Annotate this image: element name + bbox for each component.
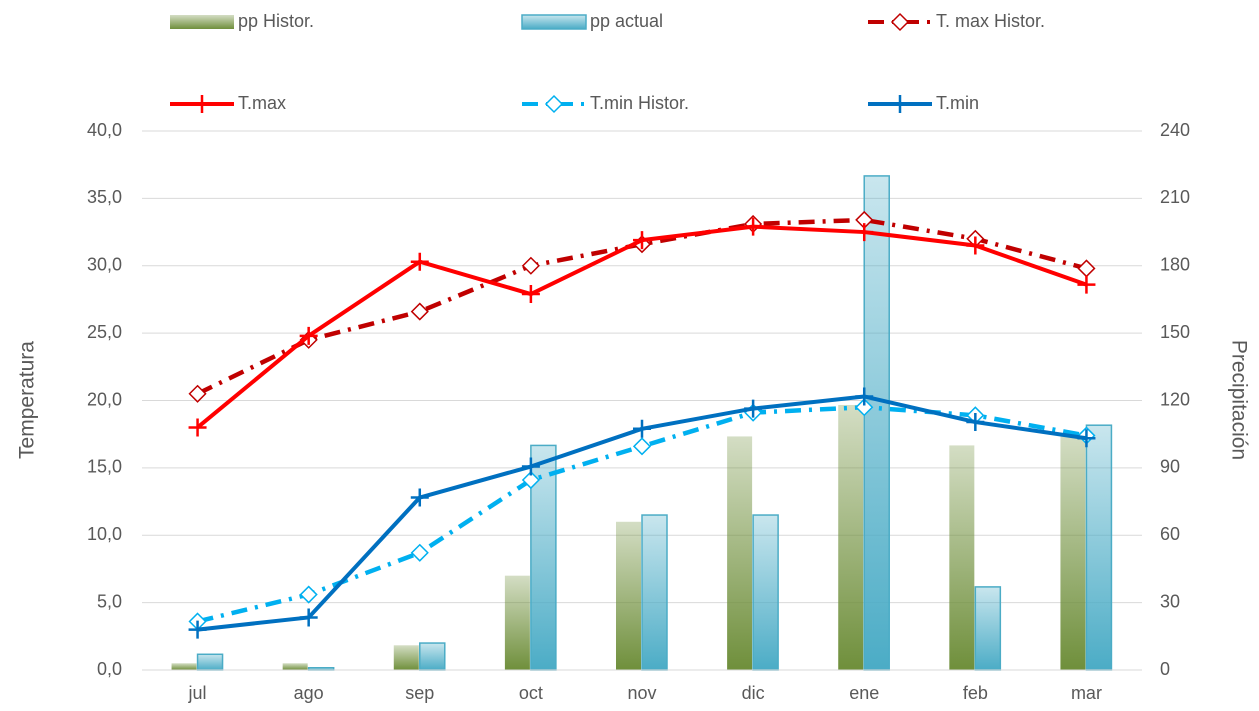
line bbox=[196, 217, 1088, 396]
marker bbox=[1077, 429, 1096, 448]
y-tick-label: 20,0 bbox=[87, 389, 122, 409]
marker bbox=[1077, 259, 1096, 278]
y-tick-label: 35,0 bbox=[87, 187, 122, 207]
marker bbox=[410, 252, 429, 271]
y2-tick-label: 210 bbox=[1160, 187, 1190, 207]
marker bbox=[966, 413, 985, 432]
y-tick-label: 0,0 bbox=[97, 659, 122, 679]
x-tick-label: feb bbox=[963, 683, 988, 703]
bar bbox=[949, 445, 975, 670]
bar bbox=[282, 663, 308, 670]
marker bbox=[966, 236, 985, 255]
bar bbox=[171, 663, 197, 670]
marker bbox=[188, 418, 207, 437]
bar bbox=[974, 586, 1002, 671]
bar bbox=[1060, 434, 1086, 670]
y-tick-label: 15,0 bbox=[87, 457, 122, 477]
marker bbox=[632, 437, 652, 456]
x-tick-label: jul bbox=[188, 683, 207, 703]
marker bbox=[521, 256, 540, 275]
marker bbox=[633, 419, 651, 438]
y2-tick-label: 120 bbox=[1160, 389, 1190, 409]
bar bbox=[752, 514, 779, 671]
marker bbox=[188, 384, 207, 403]
y-axis-label: Temperatura bbox=[16, 341, 39, 459]
bar bbox=[727, 436, 753, 670]
marker bbox=[299, 608, 318, 627]
legend-label: pp actual bbox=[590, 11, 663, 31]
bar bbox=[863, 175, 890, 671]
marker bbox=[410, 543, 429, 562]
bar bbox=[419, 642, 446, 671]
legend-swatch bbox=[521, 14, 587, 30]
x-tick-label: ene bbox=[849, 683, 879, 703]
y-tick-label: 30,0 bbox=[87, 255, 122, 275]
marker bbox=[521, 457, 540, 476]
marker bbox=[890, 12, 910, 32]
bar bbox=[393, 645, 419, 670]
y-tick-label: 5,0 bbox=[97, 591, 122, 611]
marker bbox=[744, 217, 763, 236]
y2-tick-label: 150 bbox=[1160, 322, 1190, 342]
marker bbox=[891, 95, 909, 113]
legend-label: T. max Histor. bbox=[936, 11, 1045, 31]
x-tick-label: mar bbox=[1071, 683, 1102, 703]
bar bbox=[641, 514, 668, 671]
legend-label: pp Histor. bbox=[238, 11, 314, 31]
bar bbox=[616, 521, 641, 670]
y-tick-label: 40,0 bbox=[87, 120, 122, 140]
marker bbox=[855, 398, 874, 417]
legend-label: T.min Histor. bbox=[590, 93, 689, 113]
x-tick-label: nov bbox=[627, 683, 656, 703]
y2-tick-label: 60 bbox=[1160, 524, 1180, 544]
bar bbox=[838, 404, 864, 670]
marker bbox=[193, 95, 211, 113]
marker bbox=[521, 470, 540, 490]
bar bbox=[196, 653, 224, 671]
legend-swatch bbox=[170, 15, 234, 29]
marker bbox=[744, 399, 763, 418]
y2-tick-label: 180 bbox=[1160, 255, 1190, 275]
x-tick-label: dic bbox=[742, 683, 765, 703]
y2-tick-label: 240 bbox=[1160, 120, 1190, 140]
marker bbox=[855, 387, 874, 406]
x-tick-label: oct bbox=[519, 683, 543, 703]
legend-label: T.max bbox=[238, 93, 286, 113]
x-tick-label: sep bbox=[405, 683, 434, 703]
y2-tick-label: 30 bbox=[1160, 591, 1180, 611]
y2-tick-label: 0 bbox=[1160, 659, 1170, 679]
marker bbox=[299, 326, 318, 345]
bar bbox=[504, 575, 530, 670]
marker bbox=[521, 285, 540, 304]
marker bbox=[410, 302, 429, 321]
bar bbox=[530, 444, 557, 671]
bar bbox=[1085, 424, 1113, 671]
marker bbox=[1077, 275, 1096, 294]
y2-axis-label: Precipitación bbox=[1227, 340, 1250, 460]
marker bbox=[299, 585, 318, 604]
marker bbox=[410, 488, 429, 507]
marker bbox=[855, 223, 874, 242]
x-tick-label: ago bbox=[294, 683, 324, 703]
marker bbox=[633, 231, 651, 250]
y2-tick-label: 90 bbox=[1160, 457, 1180, 477]
y-tick-label: 10,0 bbox=[87, 524, 122, 544]
legend-label: T.min bbox=[936, 93, 979, 113]
y-tick-label: 25,0 bbox=[87, 322, 122, 342]
marker bbox=[188, 620, 207, 639]
line bbox=[196, 224, 1088, 429]
marker bbox=[544, 94, 564, 114]
